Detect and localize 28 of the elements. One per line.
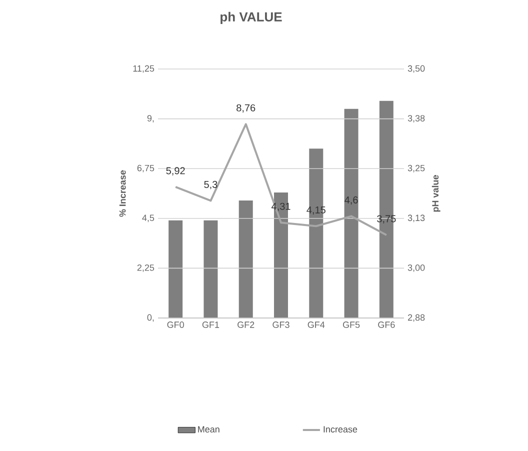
- legend-label: Mean: [198, 426, 220, 432]
- x-tick-label: GF5: [342, 322, 360, 328]
- y2-tick-label: 3,50: [408, 65, 425, 73]
- x-tick-label: GF4: [308, 322, 325, 328]
- x-tick-label: GF3: [272, 322, 290, 328]
- y-tick-label: 4,5: [142, 214, 154, 222]
- y-tick-label: 2,25: [137, 264, 154, 272]
- y-tick-label: 0,: [147, 314, 154, 322]
- y2-tick-label: 3,25: [408, 164, 425, 172]
- data-label: 5,3: [204, 180, 218, 190]
- y2-tick-label: 2,88: [408, 314, 425, 322]
- y-tick-label: 9,: [147, 115, 154, 123]
- y-axis-title: % Increase: [119, 170, 126, 217]
- y-tick-label: 6,75: [137, 164, 154, 172]
- chart-title: ph VALUE: [220, 12, 282, 24]
- y2-tick-label: 3,13: [408, 214, 425, 222]
- legend-label: Increase: [324, 426, 358, 432]
- y-tick-label: 11,25: [133, 65, 154, 73]
- data-label: 4,6: [344, 196, 358, 205]
- data-label: 8,76: [236, 104, 256, 113]
- x-tick-label: GF1: [202, 322, 220, 328]
- data-label: 5,92: [166, 167, 185, 176]
- x-tick-label: GF2: [238, 322, 254, 328]
- y2-tick-label: 3,38: [408, 115, 425, 123]
- x-tick-label: GF6: [378, 322, 395, 328]
- y2-axis-title: pH value: [432, 175, 440, 212]
- y2-tick-label: 3,00: [408, 264, 425, 272]
- x-tick-label: GF0: [167, 322, 184, 328]
